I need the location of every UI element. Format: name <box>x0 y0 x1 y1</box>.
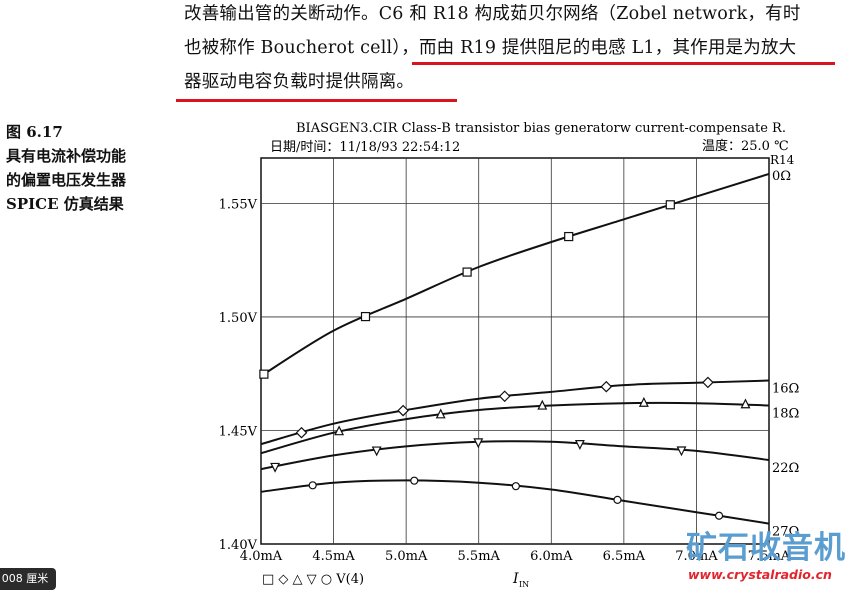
series-label: 18Ω <box>772 406 799 421</box>
chart-title: BIASGEN3.CIR Class-B transistor bias gen… <box>296 121 786 136</box>
series-label: 0Ω <box>772 169 791 184</box>
data-point-triangle-up <box>435 408 446 419</box>
x-tick-label: 7.5mA <box>748 549 791 564</box>
watermark-text: 矿石收音机 <box>686 530 846 566</box>
series-triangle-up: 18Ω <box>260 396 799 455</box>
y-tick-label: 1.50V <box>219 311 258 326</box>
y-tick-label: 1.40V <box>219 538 258 553</box>
data-point-triangle-down <box>270 462 281 473</box>
series-line <box>260 440 770 471</box>
series-label: 22Ω <box>772 461 799 476</box>
caption-line-3: SPICE 仿真结果 <box>6 195 124 213</box>
data-point-triangle-down <box>473 438 484 449</box>
series-line <box>260 172 770 377</box>
series-circle: 27Ω <box>260 476 799 540</box>
data-point-diamond <box>498 390 511 403</box>
data-point-triangle-up <box>537 399 548 410</box>
data-point-diamond <box>295 426 308 439</box>
series-triangle-down: 22Ω <box>260 438 799 476</box>
x-axis-label: I <box>512 571 519 587</box>
body-text-line-1: 改善输出管的关断动作。C6 和 R18 构成茹贝尔网络（Zobel networ… <box>184 4 801 24</box>
caption-line-2: 的偏置电压发生器 <box>6 171 127 189</box>
data-point-square <box>665 200 675 210</box>
watermark-url: www.crystalradio.cn <box>688 567 832 582</box>
data-point-square <box>564 231 574 242</box>
data-point-square <box>462 267 472 277</box>
series-line <box>260 401 770 455</box>
legend-title: R14 <box>770 153 795 167</box>
body-text-line-2: 也被称作 Boucherot cell），而由 R19 提供阻尼的电感 L1，其… <box>184 38 797 58</box>
data-point-diamond <box>600 380 613 393</box>
x-tick-label: 5.5mA <box>458 549 501 564</box>
red-underline-2 <box>176 99 457 102</box>
x-tick-label: 6.5mA <box>603 549 646 564</box>
x-tick-label: 4.5mA <box>312 549 355 564</box>
chart-date-label: 日期/时间：11/18/93 22:54:12 <box>270 140 460 155</box>
data-point-triangle-down <box>574 440 585 450</box>
zoom-badge: 008 厘米 <box>0 568 56 590</box>
data-point-diamond <box>702 376 714 389</box>
data-point-square <box>360 311 371 322</box>
y-tick-label: 1.55V <box>219 197 258 212</box>
data-point-square <box>259 369 269 379</box>
x-tick-label: 4.0mA <box>240 549 283 564</box>
series-square: 0Ω <box>259 169 791 379</box>
caption-line-1: 具有电流补偿功能 <box>6 147 127 165</box>
data-point-triangle-up <box>740 398 751 409</box>
x-tick-label: 6.0mA <box>530 549 573 564</box>
data-point-circle <box>308 481 317 490</box>
plot-frame <box>260 157 770 545</box>
data-point-circle <box>511 482 520 491</box>
series-label: 16Ω <box>772 382 799 397</box>
y-tick-label: 1.45V <box>219 424 258 439</box>
series-diamond: 16Ω <box>260 376 799 446</box>
chart-temp-label: 温度：25.0 ℃ <box>702 138 789 154</box>
x-tick-label: 7.0mA <box>675 549 718 564</box>
data-point-triangle-down <box>676 446 687 457</box>
series-label: 27Ω <box>772 525 799 540</box>
watermark: 矿石收音机 www.crystalradio.cn <box>686 530 854 584</box>
axis-ticks: 4.0mA 4.5mA 5.0mA 5.5mA 6.0mA 6.5mA 7.0mA 7.5mA… <box>219 197 791 564</box>
data-point-triangle-up <box>334 425 345 436</box>
data-point-triangle-up <box>638 396 649 407</box>
data-point-circle <box>613 495 622 504</box>
series-group: 0Ω 16Ω 18Ω 22Ω 27Ω <box>259 169 799 540</box>
data-point-diamond <box>397 404 409 417</box>
body-text-line-3: 器驱动电容负载时提供隔离。 <box>184 72 415 92</box>
data-point-circle <box>714 511 724 520</box>
data-point-circle <box>410 476 419 485</box>
x-tick-label: 5.0mA <box>385 549 428 564</box>
data-point-triangle-down <box>371 446 382 457</box>
series-line <box>260 379 770 446</box>
legend-markers: □ ◇ △ ▽ ○ V(4) <box>262 572 364 587</box>
grid-lines <box>261 158 769 544</box>
figure-label: 图 6.17 <box>6 123 63 141</box>
figure-caption: 图 6.17 具有电流补偿功能 的偏置电压发生器 SPICE 仿真结果 <box>6 120 126 216</box>
red-underline-1 <box>412 62 835 65</box>
x-axis-label-subscript: IN <box>519 580 529 589</box>
